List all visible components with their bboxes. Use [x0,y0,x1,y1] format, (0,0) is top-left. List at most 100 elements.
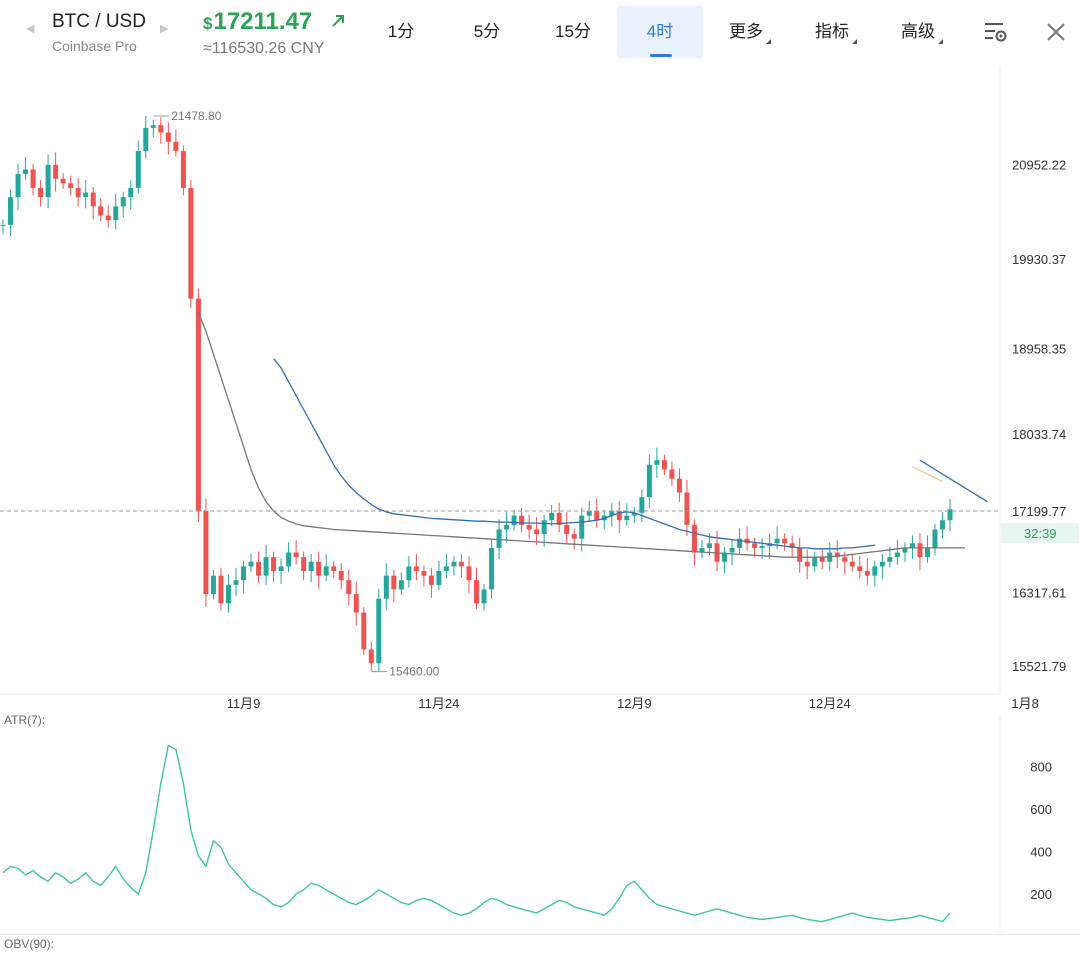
current-price-box [1001,501,1079,522]
candle-body [15,174,21,198]
candle-body [631,512,637,516]
countdown-label: 32:39 [1024,526,1057,541]
candle-body [661,460,667,470]
tab-15min[interactable]: 15分 [530,6,616,58]
candle-body [128,187,134,198]
candle-body [526,524,532,530]
candle-body [579,515,585,539]
dropdown-triangle-icon [852,39,857,44]
price-value: 17211.47 [213,8,313,35]
atr-label: ATR(7): [4,713,46,727]
candle-body [210,575,216,595]
candle-body [233,580,239,585]
candle-body [699,547,705,553]
candle-body [729,547,735,553]
candle-body [301,557,307,571]
candle-body [752,543,758,548]
candle-body [676,478,682,493]
candle-body [398,580,404,590]
candle-body [519,515,525,525]
candle-body [45,164,51,198]
y-tick-label: 20952.22 [1012,158,1066,173]
candle-body [248,561,254,567]
candle-body [135,151,141,188]
candle-body [496,529,502,548]
y-tick-label: 18033.74 [1012,427,1066,442]
close-icon[interactable] [1046,22,1066,42]
tab-label: 5分 [473,22,501,41]
candle-body [797,547,803,562]
candle-body [38,187,44,198]
candle-body [413,566,419,571]
candle-body [241,566,247,581]
tab-indicators[interactable]: 指标 [789,6,875,58]
candle-body [331,566,337,571]
up-right-arrow-icon [332,15,344,27]
current-price-label: 17199.77 [1012,504,1066,519]
moving-average-line [912,466,943,483]
candle-body [571,534,577,539]
y-tick-label: 18958.35 [1012,342,1066,357]
y-tick-label: 15521.79 [1012,659,1066,674]
exchange-name: Coinbase Pro [52,38,137,54]
candle-body [195,298,201,511]
dropdown-triangle-icon [766,39,771,44]
candle-body [436,571,442,585]
candle-body [165,132,171,142]
settings-list-icon[interactable] [983,20,1009,44]
atr-tick-label: 400 [1030,845,1052,860]
candle-body [894,552,900,558]
candle-body [819,557,825,562]
candle-body [947,509,953,521]
price-chart[interactable]: 15521.79 16317.61 18033.74 18958.35 19930.37… [0,66,1080,716]
candle-body [534,529,540,535]
active-tab-underline [650,54,672,57]
y-tick-label: 19930.37 [1012,252,1066,267]
candle-body [173,141,179,151]
candle-body [150,125,156,128]
tab-5min[interactable]: 5分 [444,6,530,58]
candle-body [421,571,427,576]
price-currency: $ [203,14,213,33]
tab-label: 高级 [901,22,935,41]
candle-body [113,206,119,221]
candle-body [120,197,126,207]
candle-body [594,511,600,521]
next-icon[interactable]: ▶ [160,23,169,35]
tab-label: 15分 [555,22,591,41]
candle-body [706,543,712,548]
candle-body [624,515,630,521]
candle-body [158,125,164,133]
tab-more[interactable]: 更多 [703,6,789,58]
candle-body [105,215,111,221]
obv-divider [0,934,1080,935]
candle-body [556,512,562,525]
candle-body [391,575,397,590]
candle-body [53,164,59,179]
candle-body [932,529,938,548]
candle-body [256,561,262,576]
atr-chart[interactable]: 200 400 600 800 [0,716,1080,934]
x-tick-label: 11月9 [227,696,261,711]
candle-body [180,151,186,188]
countdown-box [1001,523,1079,544]
tab-advanced[interactable]: 高级 [875,6,961,58]
candle-body [143,127,149,151]
atr-tick-label: 800 [1030,760,1052,775]
candle-body [361,612,367,650]
candle-body [406,566,412,581]
candle-body [466,566,472,581]
tab-4hour[interactable]: 4时 [617,6,703,58]
candle-body [293,552,299,558]
trading-pair[interactable]: BTC / USD [52,11,146,32]
tab-label: 1分 [387,22,415,41]
tab-label: 更多 [729,22,763,41]
prev-icon[interactable]: ◀ [26,23,35,35]
candle-body [812,557,818,567]
candle-body [872,566,878,576]
candle-body [346,580,352,595]
tab-1min[interactable]: 1分 [358,6,444,58]
candle-body [481,589,487,604]
candle-body [443,566,449,571]
high-label: 21478.80 [171,109,221,123]
